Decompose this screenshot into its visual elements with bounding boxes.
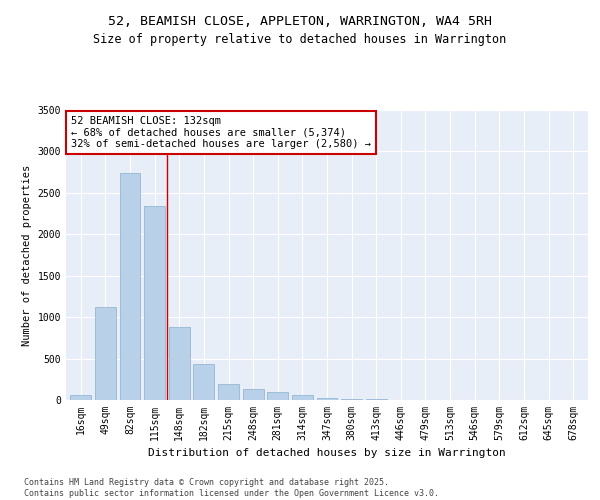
- Bar: [70, 396, 91, 400]
- Bar: [341, 399, 362, 400]
- Bar: [366, 399, 387, 400]
- Text: Size of property relative to detached houses in Warrington: Size of property relative to detached ho…: [94, 32, 506, 46]
- Text: Contains HM Land Registry data © Crown copyright and database right 2025.
Contai: Contains HM Land Registry data © Crown c…: [24, 478, 439, 498]
- Bar: [193, 364, 214, 400]
- Text: 52, BEAMISH CLOSE, APPLETON, WARRINGTON, WA4 5RH: 52, BEAMISH CLOSE, APPLETON, WARRINGTON,…: [108, 15, 492, 28]
- Bar: [242, 389, 263, 400]
- Bar: [267, 392, 288, 400]
- Bar: [144, 206, 165, 400]
- Bar: [317, 398, 337, 400]
- X-axis label: Distribution of detached houses by size in Warrington: Distribution of detached houses by size …: [148, 448, 506, 458]
- Bar: [119, 173, 140, 400]
- Y-axis label: Number of detached properties: Number of detached properties: [22, 164, 32, 346]
- Bar: [95, 307, 116, 400]
- Text: 52 BEAMISH CLOSE: 132sqm
← 68% of detached houses are smaller (5,374)
32% of sem: 52 BEAMISH CLOSE: 132sqm ← 68% of detach…: [71, 116, 371, 149]
- Bar: [169, 327, 190, 400]
- Bar: [218, 384, 239, 400]
- Bar: [292, 396, 313, 400]
